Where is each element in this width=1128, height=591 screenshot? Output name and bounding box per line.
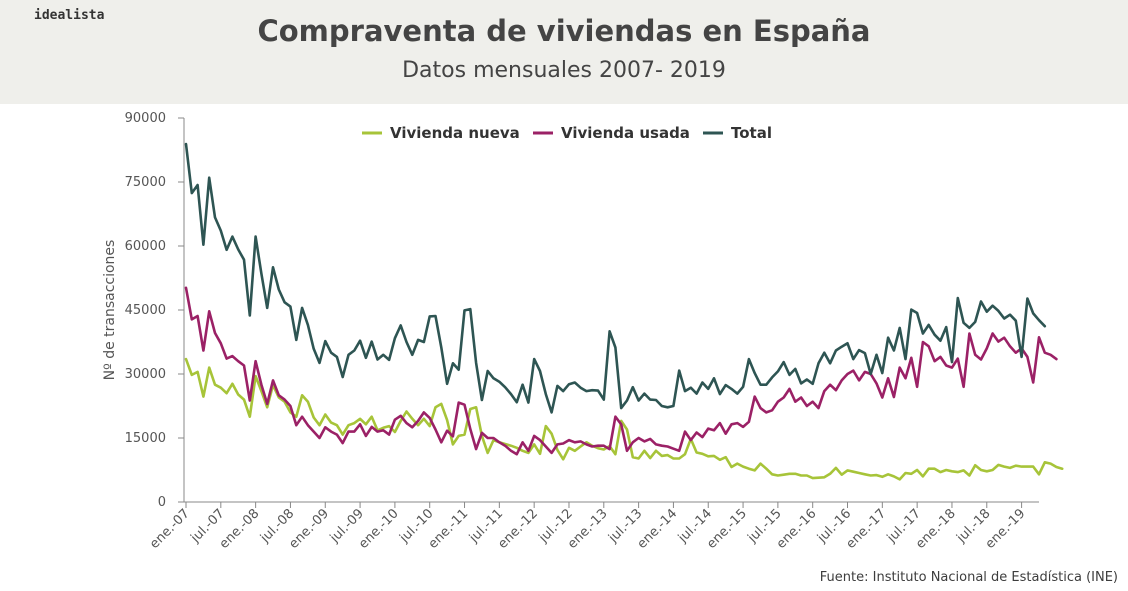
- series-line-total: [184, 142, 1047, 414]
- legend-label-vivienda-nueva: Vivienda nueva: [390, 124, 520, 142]
- y-tick-label: 30000: [125, 367, 166, 382]
- x-tick-label: ene.-07: [147, 506, 193, 552]
- chart-subtitle: Datos mensuales 2007- 2019: [402, 58, 726, 83]
- legend-label-vivienda-usada: Vivienda usada: [561, 124, 690, 142]
- chart-series: [184, 142, 1064, 481]
- brand-logo: idealista: [34, 8, 105, 23]
- legend-label-total: Total: [731, 124, 772, 142]
- y-axis-label: Nº de transacciones: [102, 240, 118, 381]
- series-line-vivienda-usada: [184, 286, 1058, 456]
- chart-title: Compraventa de viviendas en España: [257, 14, 871, 48]
- y-tick-label: 15000: [125, 431, 166, 446]
- y-tick-label: 60000: [125, 239, 166, 254]
- chart-legend: Vivienda nueva Vivienda usada Total: [362, 124, 772, 142]
- y-tick-label: 90000: [125, 111, 166, 126]
- y-tick-label: 75000: [125, 175, 166, 190]
- header-band: idealista Compraventa de viviendas en Es…: [0, 0, 1128, 104]
- source-note: Fuente: Instituto Nacional de Estadístic…: [819, 570, 1118, 585]
- y-tick-label: 45000: [125, 303, 166, 318]
- series-line-vivienda-nueva: [184, 357, 1064, 481]
- y-tick-label: 0: [158, 495, 166, 510]
